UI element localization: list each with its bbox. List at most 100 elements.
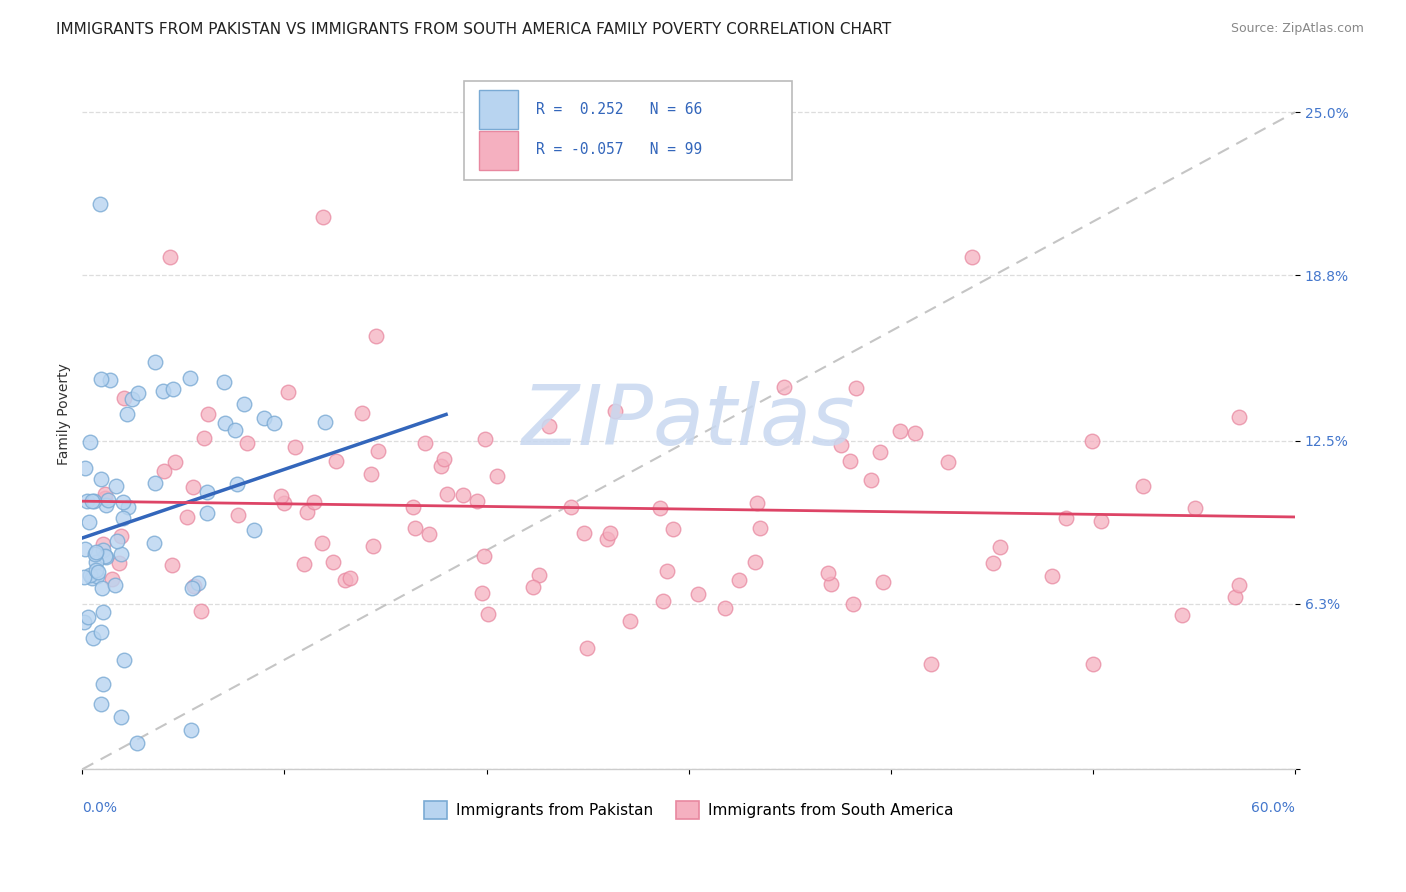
Point — [538, 418, 561, 433]
Point — [339, 571, 361, 585]
Point — [143, 536, 166, 550]
Point — [190, 604, 212, 618]
Point — [86, 555, 108, 569]
Point — [415, 436, 437, 450]
Point — [605, 404, 627, 418]
Point — [1090, 514, 1112, 528]
Point — [477, 607, 499, 621]
Point — [112, 652, 135, 666]
Point — [860, 473, 883, 487]
Point — [90, 624, 112, 639]
Point — [152, 384, 174, 399]
Point — [404, 521, 426, 535]
Point — [311, 211, 333, 225]
Point — [253, 411, 276, 425]
Point — [1056, 511, 1078, 525]
Point — [73, 615, 96, 629]
Text: 0.0%: 0.0% — [83, 801, 117, 815]
Point — [527, 568, 550, 582]
Point — [465, 494, 488, 508]
Point — [226, 508, 249, 522]
Point — [936, 455, 959, 469]
Point — [84, 547, 107, 561]
Point — [662, 522, 685, 536]
Point — [714, 600, 737, 615]
Point — [270, 489, 292, 503]
Point — [143, 476, 166, 491]
Point — [86, 569, 108, 583]
Point — [817, 566, 839, 581]
Point — [80, 571, 103, 585]
Text: Source: ZipAtlas.com: Source: ZipAtlas.com — [1230, 22, 1364, 36]
Point — [576, 641, 599, 656]
Point — [436, 487, 458, 501]
Point — [522, 580, 544, 594]
Point — [115, 408, 138, 422]
Point — [842, 597, 865, 611]
Point — [960, 250, 983, 264]
Point — [361, 539, 384, 553]
Point — [904, 426, 927, 441]
Point — [233, 397, 256, 411]
Point — [181, 481, 204, 495]
Point — [127, 386, 149, 401]
Point — [1225, 590, 1247, 604]
Point — [179, 371, 201, 385]
Point — [302, 495, 325, 509]
Point — [1132, 479, 1154, 493]
Point — [89, 197, 111, 211]
Point — [838, 453, 860, 467]
Point — [314, 415, 336, 429]
Point — [402, 500, 425, 514]
Point — [105, 534, 128, 549]
Point — [599, 525, 621, 540]
Point — [1040, 569, 1063, 583]
Point — [111, 511, 134, 525]
Point — [79, 567, 101, 582]
Point — [321, 555, 343, 569]
Point — [159, 250, 181, 264]
Point — [451, 488, 474, 502]
Point — [94, 549, 117, 564]
Point — [433, 451, 456, 466]
Point — [655, 565, 678, 579]
Point — [91, 676, 114, 690]
Text: R = -0.057   N = 99: R = -0.057 N = 99 — [536, 142, 702, 157]
Point — [311, 536, 333, 550]
Point — [117, 500, 139, 515]
Legend: Immigrants from Pakistan, Immigrants from South America: Immigrants from Pakistan, Immigrants fro… — [418, 795, 960, 825]
Point — [90, 371, 112, 385]
Point — [82, 632, 104, 646]
Point — [830, 438, 852, 452]
FancyBboxPatch shape — [479, 130, 517, 169]
Point — [430, 458, 453, 473]
Point — [153, 464, 176, 478]
Point — [93, 543, 115, 558]
Point — [772, 380, 794, 394]
Point — [273, 496, 295, 510]
Point — [96, 549, 118, 564]
Point — [728, 573, 751, 587]
Point — [1081, 434, 1104, 448]
Text: 60.0%: 60.0% — [1251, 801, 1295, 815]
Point — [920, 657, 942, 672]
Point — [197, 485, 219, 500]
Point — [163, 455, 186, 469]
Point — [187, 576, 209, 591]
Point — [889, 425, 911, 439]
Point — [83, 493, 105, 508]
Point — [79, 434, 101, 449]
Point — [572, 525, 595, 540]
Point — [86, 545, 108, 559]
Point — [277, 385, 299, 400]
Point — [77, 516, 100, 530]
Point — [650, 501, 672, 516]
Point — [180, 723, 202, 737]
Point — [212, 375, 235, 389]
Point — [143, 355, 166, 369]
Point — [990, 540, 1012, 554]
Point — [94, 491, 117, 505]
Point — [418, 526, 440, 541]
Point — [820, 577, 842, 591]
Point — [1171, 608, 1194, 623]
